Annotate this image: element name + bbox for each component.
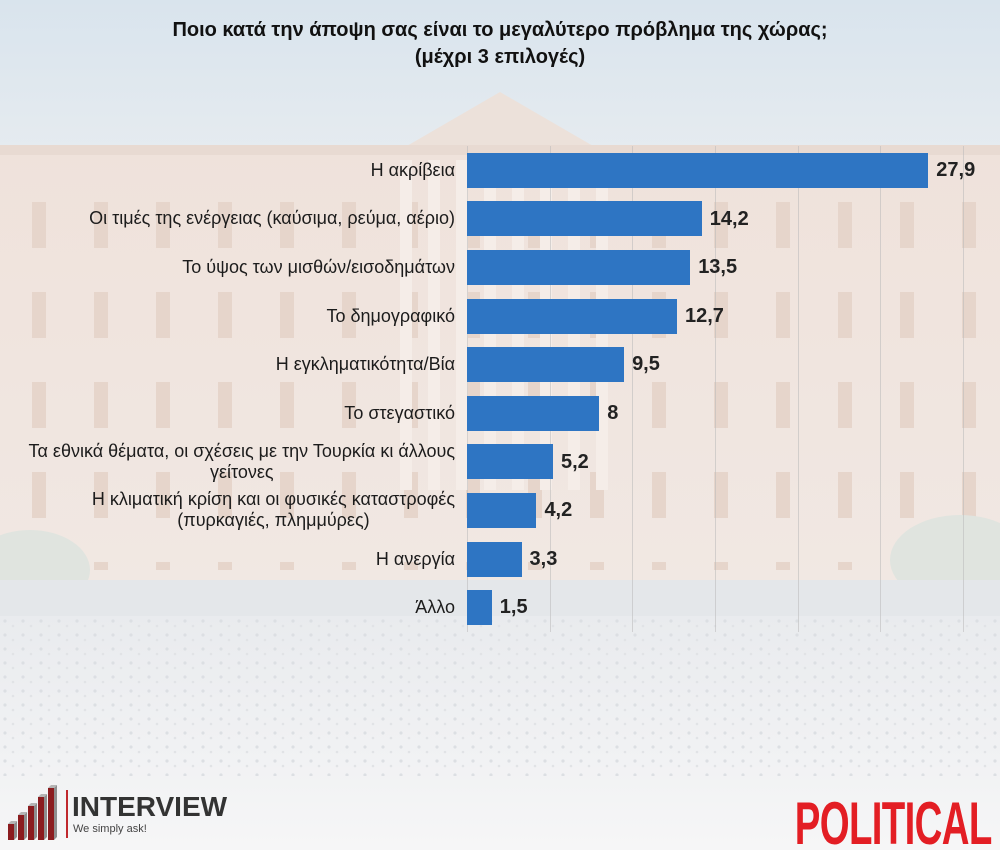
category-label: Η ανεργία xyxy=(375,548,455,569)
logo-icon-bar xyxy=(38,794,47,840)
bar xyxy=(467,250,691,285)
icon-bar-top xyxy=(48,785,57,788)
data-label: 4,2 xyxy=(544,499,573,522)
category-label-row: Το δημογραφικό xyxy=(0,292,455,341)
gridline xyxy=(549,146,551,632)
icon-bar-side xyxy=(34,803,37,840)
data-label: 5,2 xyxy=(560,450,589,473)
data-label: 9,5 xyxy=(632,353,660,376)
plaza-crowd xyxy=(0,616,1000,776)
gridline xyxy=(963,146,964,632)
data-label: 12,7 xyxy=(684,304,724,327)
category-label-row: Η κλιματική κρίση και οι φυσικές καταστρ… xyxy=(0,486,455,535)
category-label: Το ύψος των μισθών/εισοδημάτων xyxy=(182,256,455,277)
interview-logo: INTERVIEW We simply ask! xyxy=(0,780,240,846)
gridline xyxy=(467,146,468,632)
gridline xyxy=(797,146,799,632)
data-label: 27,9 xyxy=(936,159,976,181)
bar xyxy=(467,444,553,480)
category-label: Η εγκληματικότητα/Βία xyxy=(275,354,455,375)
bar xyxy=(467,298,677,334)
logo-divider xyxy=(66,790,68,838)
data-label: 1,5 xyxy=(499,596,528,619)
bar xyxy=(467,201,702,237)
icon-bar-side xyxy=(14,821,17,840)
data-label: 14,2 xyxy=(709,207,749,230)
chart-subtitle: (μέχρι 3 επιλογές) xyxy=(414,46,586,68)
icon-bar-front xyxy=(48,788,54,840)
category-label: Το στεγαστικό xyxy=(344,402,455,423)
bar xyxy=(467,395,600,431)
logo-icon-bar xyxy=(8,821,17,840)
logo-icon-bar xyxy=(28,803,37,840)
street xyxy=(0,580,1000,616)
bar xyxy=(467,541,522,577)
gridline xyxy=(632,146,634,632)
bar xyxy=(467,590,492,626)
category-label-row: Η εγκληματικότητα/Βία xyxy=(0,340,455,389)
icon-bar-top xyxy=(8,821,17,824)
interview-logo-tagline: We simply ask! xyxy=(73,823,147,835)
icon-bar-side xyxy=(54,785,57,840)
logo-icon-bar xyxy=(18,812,27,840)
data-label: 13,5 xyxy=(698,256,738,279)
political-logo: POLITICAL xyxy=(795,790,993,850)
category-label-row: Η ακρίβεια xyxy=(0,146,455,195)
category-label: Άλλο xyxy=(415,597,455,618)
icon-bar-front xyxy=(38,797,44,840)
gridline xyxy=(715,146,716,632)
category-label-row: Άλλο xyxy=(0,583,455,632)
icon-bar-side xyxy=(24,812,27,840)
ascending-bars-icon xyxy=(8,785,57,840)
category-axis-labels: Η ακρίβεια Οι τιμές της ενέργειας (καύσιμ… xyxy=(0,146,456,632)
category-label-row: Το στεγαστικό xyxy=(0,389,455,438)
icon-bar-front xyxy=(18,815,24,840)
icon-bar-front xyxy=(8,824,14,840)
bar xyxy=(467,347,625,383)
category-label-row: Το ύψος των μισθών/εισοδημάτων xyxy=(0,243,455,292)
icon-bar-top xyxy=(18,812,27,815)
data-label: 3,3 xyxy=(529,547,558,570)
category-label-row: Η ανεργία xyxy=(0,535,455,584)
bar xyxy=(467,152,929,188)
plot-area: 27,9 14,2 13,5 12,7 9,5 8 5,2 4,2 3,3 1,5 xyxy=(467,146,975,632)
category-label-row: Τα εθνικά θέματα, οι σχέσεις με την Τουρ… xyxy=(0,438,456,487)
bar xyxy=(467,493,537,528)
logo-icon-bar xyxy=(48,785,57,840)
category-label: Η ακρίβεια xyxy=(370,159,455,180)
gridline xyxy=(880,146,882,632)
icon-bar-top xyxy=(38,794,47,797)
parliament-pediment xyxy=(400,92,600,150)
category-label: Οι τιμές της ενέργειας (καύσιμα, ρεύμα, … xyxy=(89,208,455,229)
icon-bar-top xyxy=(28,803,37,806)
category-label: Τα εθνικά θέματα, οι σχέσεις με την Τουρ… xyxy=(28,440,456,482)
icon-bar-side xyxy=(44,794,47,840)
interview-logo-name: INTERVIEW xyxy=(72,791,228,822)
data-label: 8 xyxy=(607,402,619,424)
chart-title-block: Ποιο κατά την άποψη σας είναι το μεγαλύτ… xyxy=(0,17,1000,71)
category-label: Η κλιματική κρίση και οι φυσικές καταστρ… xyxy=(91,489,455,531)
icon-bar-front xyxy=(28,806,34,840)
category-label-row: Οι τιμές της ενέργειας (καύσιμα, ρεύμα, … xyxy=(0,195,455,244)
category-label: Το δημογραφικό xyxy=(326,305,455,326)
chart-title: Ποιο κατά την άποψη σας είναι το μεγαλύτ… xyxy=(172,19,828,41)
parliament-cornice xyxy=(0,145,1000,155)
